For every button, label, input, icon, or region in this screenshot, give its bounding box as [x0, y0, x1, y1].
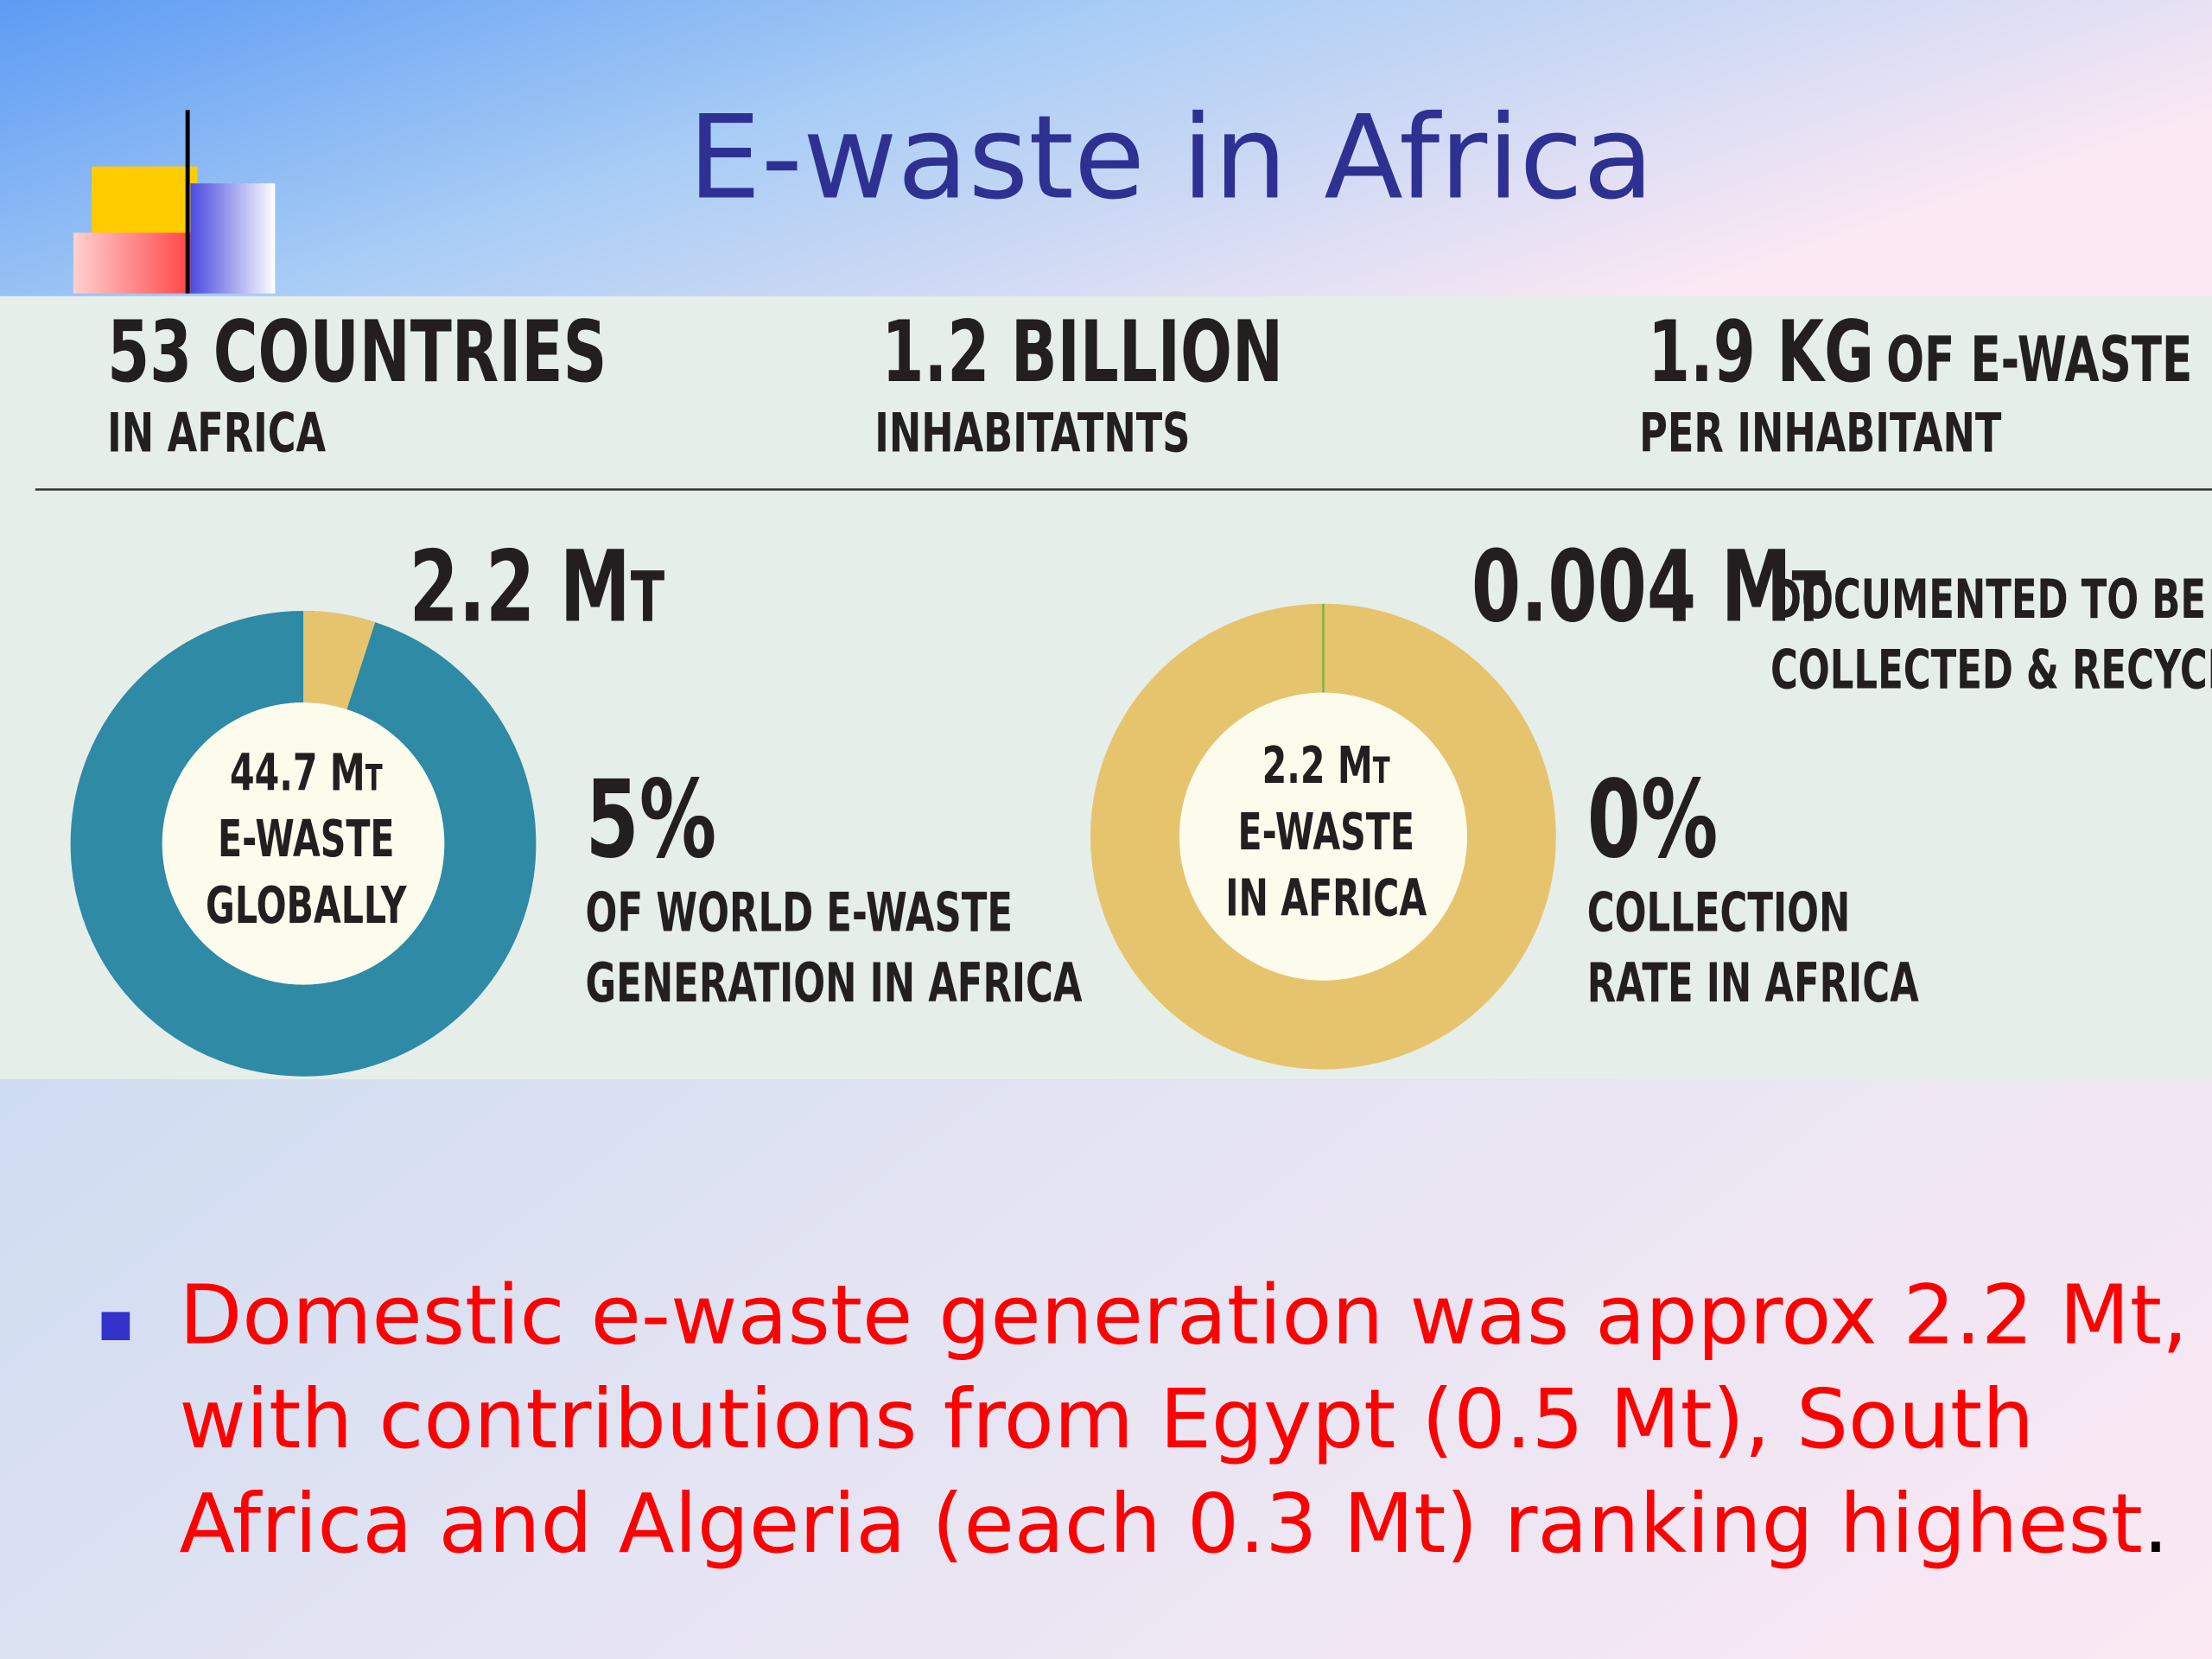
share-label: 5%	[586, 758, 717, 881]
donuts: 44.7 Mt E-WASTE GLOBALLY 2.2 Mt 5%OF WORLD E…	[70, 531, 2212, 1077]
stat-number: 1.9 KG	[1648, 303, 1874, 402]
bullet-line: with contributions from Egypt (0.5 Mt), …	[179, 1372, 2034, 1467]
bullet-line: Domestic e-waste generation was approx 2…	[179, 1268, 2188, 1363]
stat-suffix: OF E-WASTE	[1886, 323, 2192, 396]
donut-center-label: E-WASTE	[1237, 802, 1414, 861]
bullet-text: Domestic e-waste generation was approx 2…	[179, 1268, 2188, 1572]
donut-center-label: 44.7 Mt	[230, 743, 383, 802]
decor	[190, 183, 276, 294]
header-band	[0, 0, 2212, 296]
bullet-line-text: Africa and Algeria (each 0.3 Mt) ranking…	[179, 1477, 2143, 1572]
donut-share	[70, 610, 537, 1077]
donut-note: COLLECTED & RECYCLED	[1770, 639, 2212, 702]
stat-value: 53 COUNTRIES	[107, 303, 607, 402]
donut-note: DOCUMENTED TO BE	[1770, 568, 2206, 631]
donut-top-label: 2.2 Mt	[409, 531, 664, 645]
stat-label: PER INHABITANT	[1639, 402, 2001, 464]
donut-center-label: 2.2 Mt	[1262, 736, 1390, 795]
donut-hole	[162, 702, 445, 985]
bullet-line: Africa and Algeria (each 0.3 Mt) ranking…	[179, 1477, 2169, 1572]
donut-center-label: IN AFRICA	[1225, 868, 1427, 927]
donut-top-label: 0.004 Mt	[1471, 531, 1826, 645]
share-label: 0%	[1587, 758, 1719, 881]
stat-label: INHABITATNTS	[874, 402, 1190, 464]
share-caption: GENERATION IN AFRICA	[586, 951, 1083, 1014]
bullet-end: .	[2143, 1477, 2169, 1572]
share-caption: COLLECTION	[1587, 881, 1851, 944]
donut-hole	[1179, 692, 1467, 981]
stat-value: 1.2 BILLION	[881, 303, 1283, 402]
donut-center-label: GLOBALLY	[206, 875, 407, 934]
stat-value: 1.9 KG OF E-WASTE	[1648, 303, 2192, 402]
bullet-marker	[101, 1312, 130, 1341]
stat-label: IN AFRICA	[107, 402, 326, 464]
donut-center-label: E-WASTE	[218, 810, 394, 868]
title: E-waste in Africa	[688, 91, 1654, 226]
share-caption: OF WORLD E-WASTE	[586, 881, 1014, 944]
share-caption: RATE IN AFRICA	[1587, 951, 1919, 1014]
